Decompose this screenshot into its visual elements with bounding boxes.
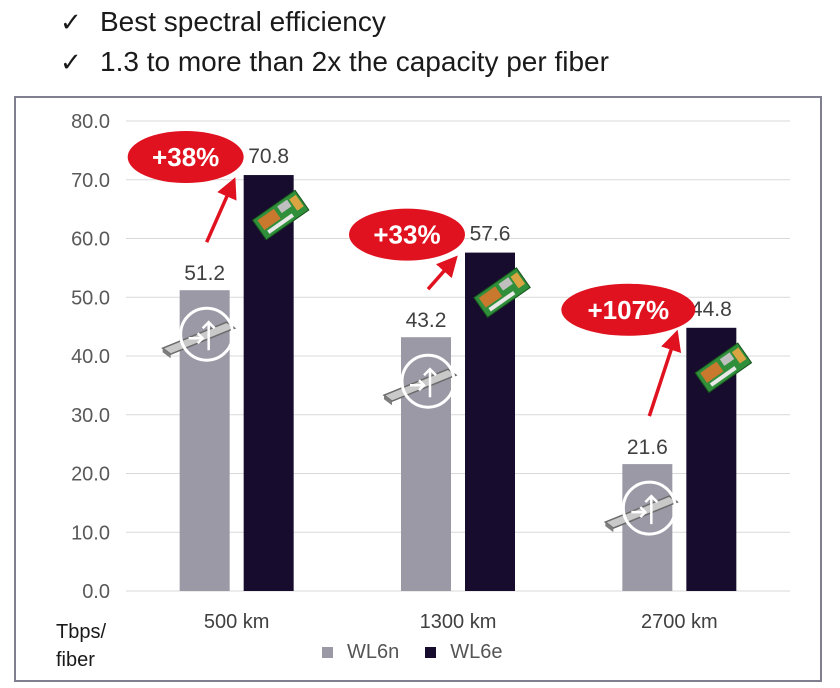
- data-label-wl6n: 21.6: [627, 436, 668, 459]
- data-label-wl6n: 51.2: [184, 262, 225, 285]
- legend-item-wl6e: WL6e: [425, 641, 503, 664]
- y-tick-label: 0.0: [82, 581, 110, 603]
- y-tick-label: 10.0: [71, 522, 110, 544]
- y-tick-label: 70.0: [71, 170, 110, 192]
- y-tick-label: 30.0: [71, 405, 110, 427]
- bullet-item: ✓ 1.3 to more than 2x the capacity per fi…: [60, 42, 609, 82]
- data-label-wl6e: 44.8: [691, 298, 732, 321]
- pluggable-transceiver-icon: [603, 480, 679, 536]
- increase-arrow: [426, 255, 458, 291]
- circuit-board-icon: [694, 342, 753, 394]
- increase-arrow: [205, 177, 237, 243]
- legend-label-wl6n: WL6n: [347, 641, 400, 663]
- chart-frame: [14, 96, 822, 682]
- bullet-list: ✓ Best spectral efficiency ✓ 1.3 to more t…: [60, 2, 609, 82]
- increase-arrow: [647, 329, 682, 417]
- bullet-text: Best spectral efficiency: [100, 6, 386, 37]
- x-category-label: 2700 km: [641, 611, 718, 633]
- y-axis-label-line: fiber: [56, 649, 95, 671]
- legend-swatch-wl6n: [322, 647, 333, 658]
- legend: WL6n WL6e: [322, 641, 529, 664]
- y-tick-label: 80.0: [71, 111, 110, 133]
- data-label-wl6e: 70.8: [248, 145, 289, 168]
- x-category-label: 1300 km: [420, 611, 497, 633]
- y-tick-label: 20.0: [71, 464, 110, 486]
- increase-badge: [349, 208, 465, 261]
- y-tick-label: 60.0: [71, 229, 110, 251]
- data-label-wl6e: 57.6: [470, 223, 511, 246]
- increase-badge-label: +38%: [152, 142, 219, 172]
- check-icon: ✓: [60, 48, 82, 78]
- legend-swatch-wl6e: [425, 647, 437, 658]
- x-category-label: 500 km: [204, 611, 270, 633]
- bullet-item: ✓ Best spectral efficiency: [60, 2, 609, 42]
- bar-wl6e: [243, 175, 294, 592]
- legend-item-wl6n: WL6n: [322, 641, 399, 664]
- bullet-text: 1.3 to more than 2x the capacity per fib…: [100, 46, 609, 77]
- increase-badge-label: +33%: [373, 220, 440, 250]
- pluggable-transceiver-icon: [161, 306, 237, 362]
- legend-label-wl6e: WL6e: [450, 641, 503, 663]
- y-axis-label-line: Tbps/: [56, 621, 107, 643]
- increase-badge: [127, 131, 244, 184]
- data-label-wl6n: 43.2: [406, 309, 447, 332]
- circuit-board-icon: [473, 267, 531, 319]
- y-tick-label: 40.0: [71, 346, 110, 368]
- y-tick-label: 50.0: [71, 287, 110, 309]
- increase-badge: [561, 283, 696, 336]
- y-axis-label: Tbps/ fiber: [56, 618, 106, 674]
- circuit-board-icon: [251, 189, 310, 241]
- check-icon: ✓: [60, 8, 82, 38]
- pluggable-transceiver-icon: [382, 353, 458, 409]
- increase-badge-label: +107%: [587, 295, 669, 325]
